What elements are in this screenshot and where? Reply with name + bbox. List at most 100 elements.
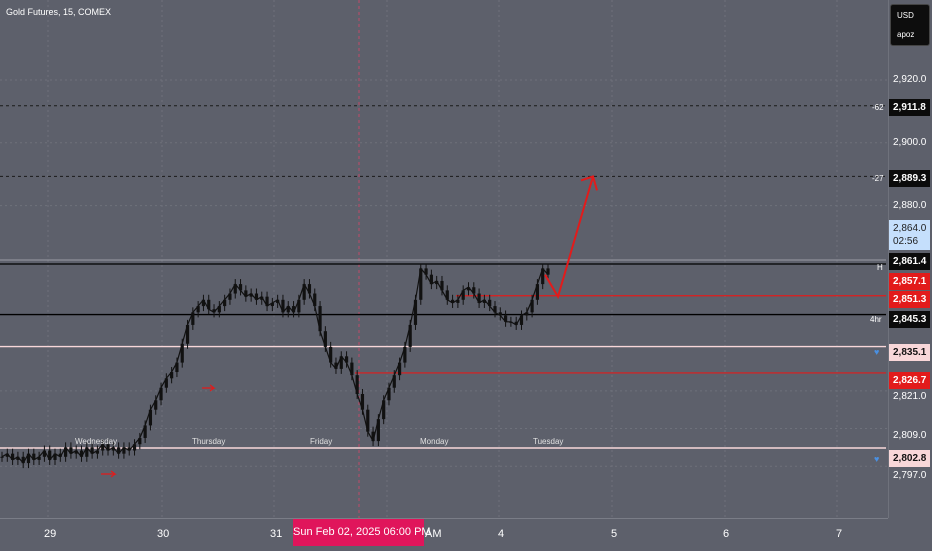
candle-body: [265, 296, 269, 307]
candle-body: [408, 324, 412, 347]
candle-body: [122, 447, 126, 454]
time-axis[interactable]: [0, 518, 888, 551]
candle-body: [64, 447, 68, 457]
candle-body: [313, 293, 317, 307]
heart-icon[interactable]: ♥: [874, 454, 880, 464]
candle-body: [69, 447, 73, 454]
candle-body: [371, 431, 375, 442]
candle-body: [127, 447, 131, 451]
level-27-price-label: 2,889.3: [889, 170, 930, 187]
user-label: apoz: [897, 30, 915, 39]
high-price-label: 2,861.4: [889, 253, 930, 270]
price-tick: 2,920.0: [893, 74, 927, 85]
candle-body: [519, 315, 524, 325]
candle-body: [85, 447, 89, 457]
current-price-label: 2,864.0 02:56: [889, 220, 930, 250]
candle-body: [11, 453, 15, 460]
heart-icon[interactable]: ♥: [874, 347, 880, 357]
projection-arrowhead: [580, 175, 598, 191]
candle-body: [79, 450, 84, 457]
time-label: 4: [498, 528, 505, 540]
candle-body: [334, 362, 338, 369]
red-arrow-marker: [202, 384, 216, 392]
candle-body: [450, 299, 455, 303]
candle-body: [350, 362, 354, 376]
candle-body: [482, 299, 486, 303]
day-label: Thursday: [192, 437, 226, 446]
candle-body: [249, 293, 253, 297]
candle-body: [429, 274, 433, 285]
candle-body: [366, 409, 370, 432]
day-label: Friday: [310, 437, 333, 446]
crosshair-time-badge: Sun Feb 02, 2025 06:00 PM: [293, 519, 431, 546]
candle-body: [413, 299, 418, 325]
candle-body: [244, 290, 248, 297]
price-axis-separator: [888, 0, 889, 518]
candle-body: [376, 419, 380, 442]
candle-body: [355, 375, 359, 394]
candle-body: [148, 409, 153, 426]
candle-body: [339, 356, 343, 369]
candle-body: [138, 437, 142, 445]
candle-body: [397, 362, 402, 376]
time-label: 7: [836, 528, 843, 540]
candle-body: [233, 284, 237, 294]
candle-body: [154, 400, 158, 410]
pink-price-label-2: 2,802.8: [889, 450, 930, 467]
candle-body: [180, 343, 184, 363]
currency-box[interactable]: USD apoz: [890, 4, 930, 46]
price-tick: 2,900.0: [893, 137, 927, 148]
candle-body: [238, 284, 243, 291]
time-label: 29: [44, 528, 57, 540]
candle-body: [419, 268, 423, 300]
candle-body: [477, 293, 481, 303]
level-62-price-label: 2,911.8: [889, 99, 930, 116]
day-label: Wednesday: [75, 437, 118, 446]
candle-body: [95, 450, 100, 454]
candle-body: [307, 284, 312, 294]
candle-body: [132, 444, 137, 451]
candle-body: [466, 287, 471, 291]
fourhr-price-label: 2,845.3: [889, 311, 930, 328]
price-tick: 2,821.0: [893, 391, 927, 402]
day-label: Tuesday: [533, 437, 564, 446]
time-label: 30: [157, 528, 170, 540]
candle-body: [488, 299, 492, 307]
candle-body: [207, 299, 211, 310]
candle-body: [382, 400, 386, 420]
candle-body: [440, 280, 444, 291]
time-label: 6: [723, 528, 730, 540]
time-label: AM: [425, 528, 442, 540]
price-series-line: [1, 267, 549, 465]
price-tick: 2,809.0: [893, 430, 927, 441]
pink-price-label-1: 2,835.1: [889, 344, 930, 361]
candle-body: [254, 293, 259, 300]
candle-body: [493, 306, 497, 313]
candle-body: [456, 299, 460, 303]
candle-body: [201, 299, 206, 307]
candle-body: [546, 268, 550, 275]
candle-body: [514, 321, 518, 325]
chart-canvas[interactable]: [0, 0, 888, 518]
red-price-label-1: 2,857.1: [889, 273, 930, 290]
time-label: 5: [611, 528, 618, 540]
level-27-tag: -27: [872, 174, 884, 183]
candle-body: [535, 284, 539, 300]
level-62-tag: -62: [872, 103, 884, 112]
high-tag: H: [877, 263, 883, 272]
candle-body: [212, 309, 216, 313]
candle-body: [291, 306, 296, 313]
candle-body: [143, 425, 147, 438]
candle-body: [32, 453, 36, 460]
candle-body: [159, 387, 163, 401]
candle-body: [5, 453, 9, 457]
candle-body: [297, 299, 301, 313]
candle-body: [281, 299, 285, 313]
candle-body: [525, 312, 529, 316]
candle-body: [164, 378, 168, 388]
countdown-timer: 02:56: [893, 236, 919, 247]
red-price-label-3: 2,826.7: [889, 372, 930, 389]
candle-body: [329, 346, 333, 363]
candle-body: [21, 456, 25, 464]
